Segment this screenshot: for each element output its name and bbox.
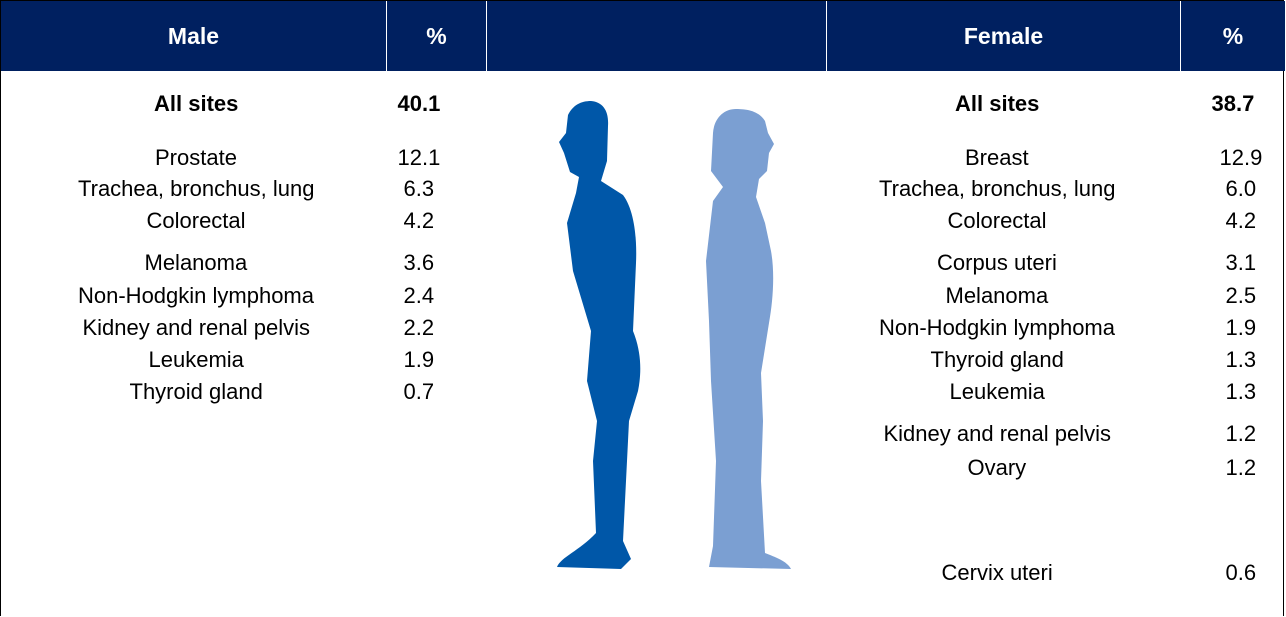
- site-label: Non-Hodgkin lymphoma: [78, 283, 314, 308]
- site-value: 40.1: [397, 91, 441, 116]
- site-value: 1.3: [1225, 347, 1257, 372]
- site-value: 6.3: [403, 176, 435, 201]
- site-value: 0.6: [1225, 560, 1257, 585]
- site-value: 4.2: [403, 208, 435, 233]
- site-value: 0.7: [403, 379, 435, 404]
- site-label: Corpus uteri: [937, 250, 1057, 275]
- site-label: Prostate: [155, 145, 237, 170]
- site-label: Kidney and renal pelvis: [82, 315, 310, 340]
- header-cell: Female: [827, 1, 1181, 71]
- site-value: 2.5: [1225, 283, 1257, 308]
- site-label: Leukemia: [148, 347, 244, 372]
- site-label: Trachea, bronchus, lung: [879, 176, 1116, 201]
- header-cell: [487, 1, 827, 71]
- site-label: Thyroid gland: [930, 347, 1064, 372]
- site-label: Ovary: [967, 455, 1027, 480]
- site-label: Melanoma: [144, 250, 248, 275]
- site-label: Colorectal: [146, 208, 246, 233]
- site-value: 1.2: [1225, 421, 1257, 446]
- site-label: Trachea, bronchus, lung: [78, 176, 315, 201]
- site-label: All sites: [955, 91, 1040, 116]
- male-silhouette: [557, 101, 641, 569]
- site-label: Leukemia: [949, 379, 1045, 404]
- site-value: 1.3: [1225, 379, 1257, 404]
- site-value: 2.2: [403, 315, 435, 340]
- header-cell: Male: [1, 1, 387, 71]
- site-label: Melanoma: [945, 283, 1049, 308]
- site-value: 4.2: [1225, 208, 1257, 233]
- site-value: 2.4: [403, 283, 435, 308]
- site-value: 12.9: [1219, 145, 1263, 170]
- site-label: Non-Hodgkin lymphoma: [879, 315, 1115, 340]
- site-value: 3.1: [1225, 250, 1257, 275]
- site-value: 1.2: [1225, 455, 1257, 480]
- site-value: 1.9: [1225, 315, 1257, 340]
- site-value: 12.1: [397, 145, 441, 170]
- female-silhouette: [706, 109, 791, 569]
- site-label: Colorectal: [947, 208, 1047, 233]
- header-cell: %: [387, 1, 487, 71]
- site-label: Cervix uteri: [941, 560, 1053, 585]
- site-label: All sites: [154, 91, 239, 116]
- site-value: 3.6: [403, 250, 435, 275]
- header-cell: %: [1181, 1, 1285, 71]
- site-value: 38.7: [1211, 91, 1255, 116]
- site-label: Thyroid gland: [129, 379, 263, 404]
- site-value: 1.9: [403, 347, 435, 372]
- site-label: Kidney and renal pelvis: [883, 421, 1111, 446]
- site-label: Breast: [965, 145, 1029, 170]
- site-value: 6.0: [1225, 176, 1257, 201]
